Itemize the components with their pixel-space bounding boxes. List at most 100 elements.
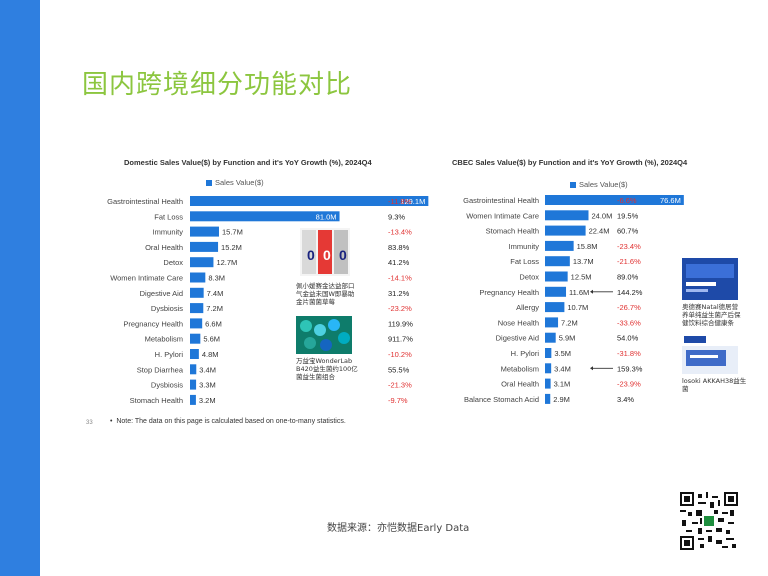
category-label: Stomach Health <box>486 227 539 236</box>
yoy-label: -23.2% <box>388 304 412 313</box>
product-image-losoki <box>682 334 738 374</box>
value-label: 13.7M <box>573 257 594 266</box>
value-label: 10.7M <box>567 303 588 312</box>
product-image-wonderlab <box>296 316 352 354</box>
bar <box>190 364 197 375</box>
yoy-label: 159.3% <box>617 364 643 373</box>
category-label: Pregnancy Health <box>479 288 539 297</box>
category-label: Balance Stomach Acid <box>464 395 539 404</box>
value-label: 4.8M <box>202 350 219 359</box>
yoy-label: 60.7% <box>617 227 639 236</box>
category-label: Women Intimate Care <box>466 211 539 220</box>
bar <box>545 286 567 297</box>
yoy-label: 54.0% <box>617 334 639 343</box>
yoy-label: -23.9% <box>617 380 641 389</box>
category-label: Immunity <box>153 228 184 237</box>
bar <box>190 318 203 329</box>
value-label: 3.2M <box>199 396 216 405</box>
product-caption: 奥德赛Natal德居营养单纯益生菌产后保健饮料综合健康条 <box>682 303 741 327</box>
value-label: 12.5M <box>571 273 592 282</box>
bar <box>190 333 201 344</box>
yoy-label: 119.9% <box>388 319 413 328</box>
legend-label: Sales Value($) <box>215 178 264 187</box>
product-caption: 万益宝WonderLab B420益生菌约100亿菌益生菌组合 <box>296 357 358 381</box>
page-title: 国内跨境细分功能对比 <box>82 70 353 100</box>
bar <box>545 363 552 374</box>
bar <box>545 378 551 389</box>
category-label: Immunity <box>509 242 540 251</box>
yoy-label: 144.2% <box>617 288 643 297</box>
legend-swatch <box>206 179 212 186</box>
callout-arrow-head <box>590 289 593 294</box>
yoy-label: 55.5% <box>388 365 410 374</box>
yoy-label: -26.7% <box>617 303 641 312</box>
category-label: Dysbiosis <box>151 381 183 390</box>
domestic-legend: Sales Value($) <box>206 178 264 187</box>
bar <box>545 210 589 221</box>
category-label: Gastrointestinal Health <box>107 197 183 206</box>
category-label: Oral Health <box>501 380 539 389</box>
value-label: 81.0M <box>316 212 337 221</box>
category-label: H. Pylori <box>511 349 540 358</box>
category-label: Pregnancy Health <box>123 319 183 328</box>
value-label: 7.2M <box>206 304 223 313</box>
value-label: 15.8M <box>577 242 598 251</box>
category-label: Digestive Aid <box>140 289 183 298</box>
cbec-legend: Sales Value($) <box>570 180 628 189</box>
bar <box>545 225 586 236</box>
value-label: 15.2M <box>221 243 242 252</box>
category-label: Detox <box>163 258 183 267</box>
legend-label: Sales Value($) <box>579 180 628 189</box>
bar <box>545 348 552 358</box>
yoy-label: -23.4% <box>617 242 641 251</box>
bar <box>190 379 197 390</box>
yoy-label: -10.2% <box>388 350 412 359</box>
bar <box>190 272 206 283</box>
value-label: 3.1M <box>554 380 571 389</box>
category-label: Metabolism <box>145 335 183 344</box>
bar <box>545 302 565 313</box>
bar <box>190 287 204 298</box>
yoy-label: -9.7% <box>388 396 408 405</box>
yoy-label: 19.5% <box>617 211 639 220</box>
svg-text:0: 0 <box>339 247 347 263</box>
yoy-label: 41.2% <box>388 258 410 267</box>
category-label: Fat Loss <box>510 257 539 266</box>
footnote-text: Note: The data on this page is calculate… <box>116 418 346 425</box>
value-label: 3.3M <box>199 381 216 390</box>
svg-text:0: 0 <box>323 247 331 263</box>
category-label: H. Pylori <box>155 350 184 359</box>
yoy-label: 3.4% <box>617 395 634 404</box>
yoy-label: -14.1% <box>388 274 412 283</box>
bar <box>190 349 199 359</box>
value-label: 3.4M <box>554 364 571 373</box>
value-label: 5.9M <box>559 334 576 343</box>
yoy-label: -31.8% <box>617 349 641 358</box>
category-label: Allergy <box>516 303 539 312</box>
yoy-label: 911.7% <box>388 335 413 344</box>
bar <box>545 317 559 328</box>
yoy-label: 31.2% <box>388 289 410 298</box>
category-label: Gastrointestinal Health <box>463 196 539 205</box>
product-image-zero-pack: 0 0 0 <box>298 226 352 278</box>
value-label: 24.0M <box>592 211 613 220</box>
value-label: 76.6M <box>660 196 681 205</box>
svg-text:0: 0 <box>307 247 315 263</box>
value-label: 12.7M <box>216 258 237 267</box>
domestic-sales-chart: Gastrointestinal Health 129.1M-11.8% Fat L… <box>107 196 429 405</box>
data-source: 数据来源：亦恺数据Early Data <box>327 523 470 534</box>
category-label: Women Intimate Care <box>110 274 183 283</box>
category-label: Nose Health <box>498 318 539 327</box>
value-label: 7.2M <box>561 318 578 327</box>
value-label: 129.1M <box>400 197 425 206</box>
category-label: Stop Diarrhea <box>137 365 184 374</box>
bar <box>190 303 204 314</box>
value-label: 8.3M <box>208 274 225 283</box>
value-label: 2.9M <box>553 395 570 404</box>
value-label: 5.6M <box>203 335 220 344</box>
yoy-label: -21.6% <box>617 257 641 266</box>
bar <box>190 241 219 252</box>
yoy-label: -6.6% <box>617 196 637 205</box>
product-caption: 佩小媛赛金达益部口气金益未国W即暴助金片菌菌草莓 <box>296 282 355 306</box>
category-label: Stomach Health <box>130 396 183 405</box>
